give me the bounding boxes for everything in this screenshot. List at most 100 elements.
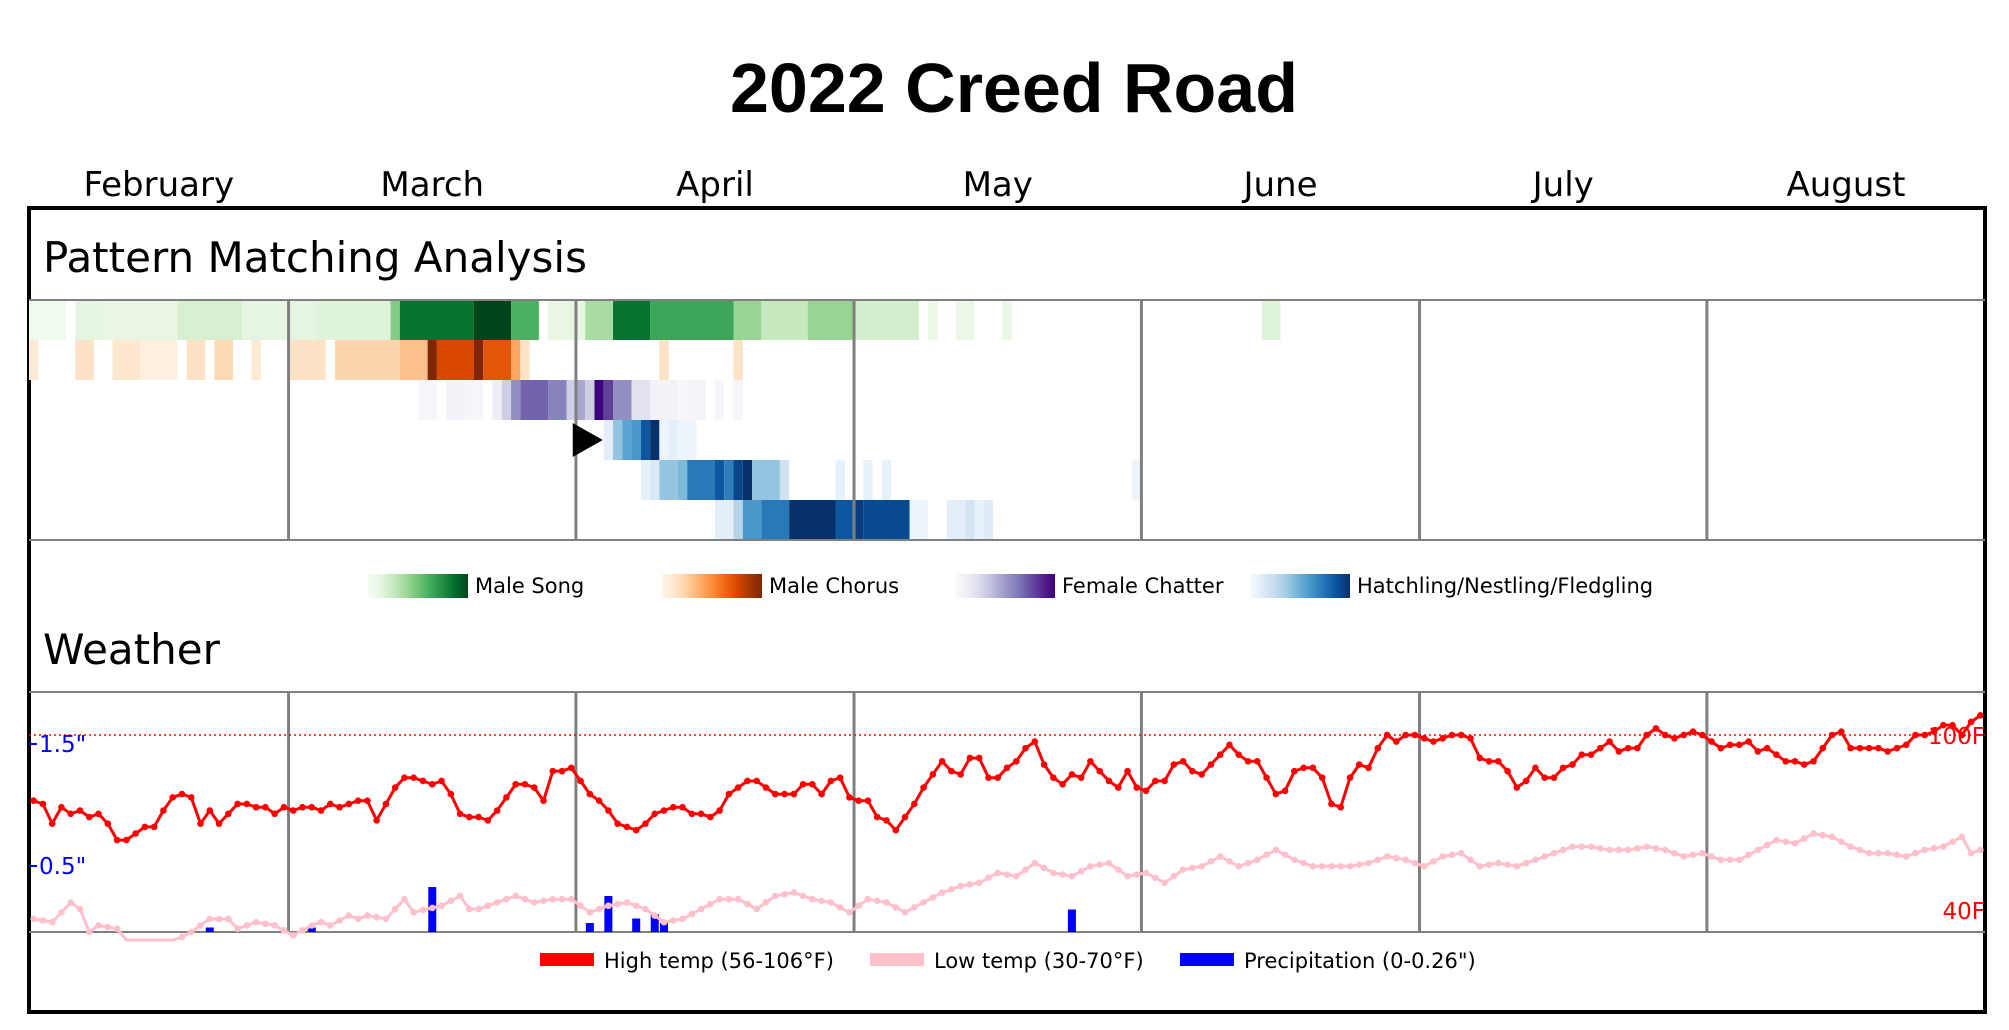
series-point xyxy=(76,807,84,814)
heat-cell xyxy=(835,500,855,540)
series-point xyxy=(818,790,825,798)
precip-bar xyxy=(650,914,659,932)
heat-cell xyxy=(140,340,178,380)
series-point xyxy=(1457,731,1465,739)
series-point xyxy=(1541,853,1548,860)
pattern-panel-title: Pattern Matching Analysis xyxy=(43,233,587,282)
series-point xyxy=(1142,869,1150,877)
series-point xyxy=(1207,858,1215,865)
series-point xyxy=(1847,843,1854,850)
heat-cell xyxy=(594,380,604,420)
series-point xyxy=(1643,843,1650,850)
series-point xyxy=(1031,859,1039,867)
heat-cell xyxy=(631,380,651,420)
heat-cell xyxy=(733,460,743,500)
series-point xyxy=(1884,849,1891,857)
heat-cell xyxy=(659,420,669,460)
series-point xyxy=(1226,741,1233,749)
series-point xyxy=(391,905,399,913)
series-point xyxy=(1068,872,1076,880)
series-point xyxy=(836,904,844,911)
series-point xyxy=(419,777,427,785)
series-point xyxy=(336,917,343,924)
series-point xyxy=(948,886,955,893)
heat-cell xyxy=(714,460,725,500)
series-point xyxy=(762,784,770,791)
series-point xyxy=(1272,790,1280,798)
series-point xyxy=(326,922,334,929)
series-point xyxy=(975,754,983,762)
series-point xyxy=(697,810,705,818)
series-point xyxy=(1902,741,1910,749)
series-point xyxy=(1698,849,1706,857)
series-point xyxy=(605,902,612,910)
series-point xyxy=(716,807,723,814)
series-point xyxy=(540,897,547,905)
series-point xyxy=(141,823,149,831)
heat-cell xyxy=(650,380,678,420)
series-point xyxy=(30,797,37,804)
series-point xyxy=(1263,851,1270,859)
series-point xyxy=(428,780,436,788)
series-point xyxy=(493,899,501,906)
series-point xyxy=(679,915,686,923)
heat-cell xyxy=(251,340,261,380)
series-point xyxy=(95,922,102,929)
series-point xyxy=(493,807,501,814)
month-label: July xyxy=(1531,165,1594,205)
series-point xyxy=(1587,751,1595,758)
series-point xyxy=(929,894,937,901)
series-point xyxy=(113,925,121,933)
series-point xyxy=(410,774,418,781)
series-point xyxy=(1949,838,1956,846)
heat-cell xyxy=(29,300,67,340)
series-point xyxy=(873,897,881,905)
pattern-legend: Male Song Male Chorus Female Chatter Hatchl… xyxy=(368,574,1653,598)
series-point xyxy=(1087,863,1094,870)
series-point xyxy=(1838,728,1845,736)
low-temp-series xyxy=(30,830,1984,942)
series-point xyxy=(1402,856,1409,864)
series-point xyxy=(790,790,798,798)
series-point xyxy=(1921,846,1929,854)
series-point xyxy=(1365,764,1372,772)
series-point xyxy=(994,869,1002,877)
series-point xyxy=(1300,764,1307,772)
heat-cell xyxy=(473,340,484,380)
series-point xyxy=(1624,846,1632,854)
series-point xyxy=(864,895,872,903)
series-point xyxy=(1383,853,1391,860)
series-point xyxy=(1420,863,1428,870)
series-point xyxy=(438,777,445,785)
series-point xyxy=(30,915,37,923)
series-point xyxy=(1291,767,1298,775)
series-point xyxy=(1736,856,1743,864)
series-point xyxy=(85,928,93,936)
series-point xyxy=(920,784,927,791)
series-point xyxy=(660,807,668,814)
precip-bar xyxy=(585,923,594,932)
series-point xyxy=(1949,721,1956,729)
heat-cell xyxy=(399,340,428,380)
series-point xyxy=(669,917,677,924)
series-point xyxy=(614,900,621,908)
precip-bar xyxy=(660,923,669,932)
series-point xyxy=(1856,846,1864,854)
series-point xyxy=(1467,856,1474,864)
series-point xyxy=(1689,728,1697,736)
series-point xyxy=(1893,851,1901,859)
series-point xyxy=(688,910,696,918)
series-point xyxy=(1355,861,1363,868)
heat-cell xyxy=(854,500,864,540)
series-point xyxy=(401,774,408,781)
series-point xyxy=(883,817,890,824)
series-point xyxy=(447,897,455,905)
series-point xyxy=(1671,849,1678,857)
series-point xyxy=(734,784,742,791)
series-point xyxy=(836,774,844,781)
precip-bar xyxy=(307,927,316,932)
series-point xyxy=(512,892,519,900)
heat-cell xyxy=(464,380,484,420)
series-point xyxy=(827,777,835,785)
